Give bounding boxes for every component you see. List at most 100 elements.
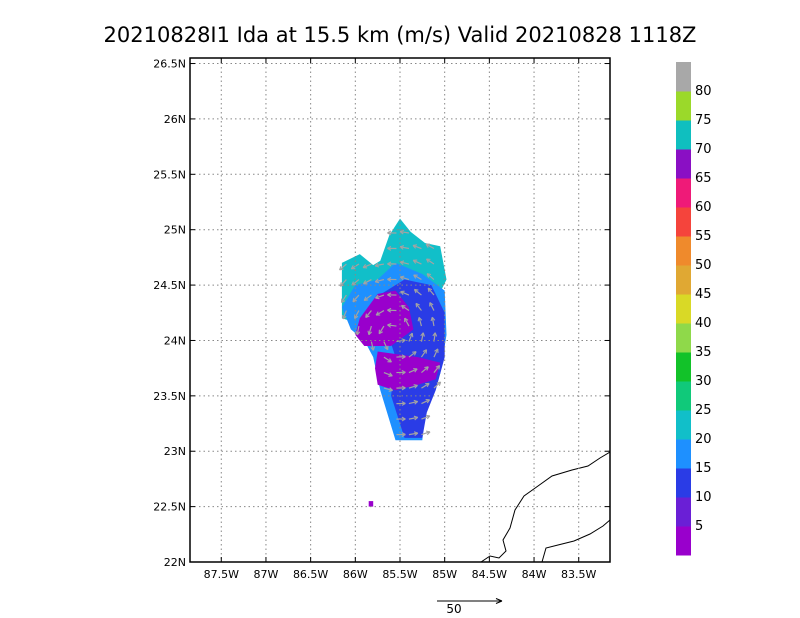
coastline	[480, 451, 610, 562]
colorbar-swatch	[676, 439, 691, 469]
wind-vector	[375, 294, 385, 299]
wind-vector	[363, 279, 372, 285]
wind-vector	[418, 317, 423, 327]
y-tick-label: 24N	[164, 334, 186, 347]
x-tick-label: 85.5W	[382, 568, 417, 581]
wind-vector-head	[425, 414, 431, 420]
wind-vector-head	[435, 365, 441, 370]
wind-vector	[415, 303, 422, 311]
wind-vector-head	[339, 265, 344, 271]
wind-vector-head	[399, 275, 405, 281]
wind-vector-head	[424, 366, 429, 371]
wind-vector-head	[404, 317, 409, 323]
wind-vector	[427, 287, 435, 296]
wind-vector	[404, 317, 410, 327]
wind-vector-head	[425, 398, 431, 404]
wind-vector	[399, 230, 410, 234]
wind-vector-head	[413, 384, 418, 389]
wind-vector	[413, 259, 422, 265]
colorbar-label: 15	[695, 461, 712, 476]
wind-vector-head	[425, 430, 431, 436]
wind-vector	[362, 263, 372, 269]
wind-vector-head	[413, 368, 418, 373]
coastline	[541, 519, 610, 562]
y-tick-label: 22.5N	[153, 501, 186, 514]
wind-vector-head	[430, 316, 436, 322]
wind-vector	[426, 258, 435, 265]
wind-vectors	[339, 229, 442, 437]
wind-vector-head	[412, 244, 418, 249]
colorbar-label: 60	[695, 200, 712, 215]
colorbar-swatch	[676, 207, 691, 237]
wind-vector	[421, 382, 430, 389]
reference-vector-label: 50	[446, 602, 461, 616]
wind-vector-head	[354, 314, 359, 319]
colorbar-label: 65	[695, 171, 712, 186]
y-tick-label: 24.5N	[153, 279, 186, 292]
wind-vector	[383, 341, 389, 350]
wind-vector-head	[388, 372, 393, 377]
wind-vector	[370, 341, 374, 351]
colorbar-label: 5	[695, 519, 703, 534]
wind-vector	[400, 276, 410, 281]
wind-vector-head	[420, 332, 425, 337]
wind-vector	[356, 325, 360, 336]
axes: 87.5W 87W 86.5W 86W 85.5W 85W 84.5W 84W 83.5W 22N…	[153, 57, 611, 581]
wind-vector-head	[374, 262, 380, 268]
wind-vector-head	[422, 349, 428, 354]
wind-vector-head	[374, 278, 380, 284]
wind-vector-head	[417, 317, 423, 322]
wind-vector	[365, 310, 372, 318]
wind-vector-head	[387, 307, 392, 313]
y-tick-label: 25.5N	[153, 168, 186, 181]
wind-vector-head	[412, 351, 417, 356]
wind-vector	[375, 278, 385, 283]
colorbar-swatch	[676, 91, 691, 121]
wind-vector-head	[401, 416, 406, 422]
wind-vector-head	[355, 330, 361, 336]
wind-vector-head	[427, 287, 433, 293]
wind-vector	[420, 332, 424, 342]
y-tick-label: 26.5N	[153, 58, 186, 71]
wind-vector-head	[401, 338, 406, 343]
colorbar-swatch	[676, 410, 691, 440]
wind-vector-head	[363, 280, 368, 285]
wind-vector	[383, 387, 393, 392]
wind-vector	[408, 332, 413, 342]
wind-vector-head	[408, 332, 414, 338]
x-tick-label: 85W	[432, 568, 457, 581]
wind-vector	[420, 349, 428, 358]
wind-vector	[400, 291, 410, 296]
x-tick-label: 87.5W	[204, 568, 239, 581]
colorbar-swatch	[676, 323, 691, 353]
wind-vector-head	[399, 229, 405, 235]
wind-vector	[342, 310, 347, 320]
wind-vector-head	[340, 298, 346, 304]
reference-arrow-head	[495, 598, 503, 604]
wind-vector	[408, 368, 418, 374]
wind-vector	[340, 294, 347, 303]
wind-vector-head	[370, 346, 375, 351]
reference-vector: 50	[437, 598, 503, 616]
wind-vector-head	[413, 415, 419, 421]
wind-vector	[431, 317, 435, 327]
plot-frame	[189, 57, 611, 563]
colorbar-swatch	[676, 149, 691, 179]
wind-vector-head	[384, 345, 389, 351]
y-tick-label: 25N	[164, 224, 186, 237]
wind-vector	[363, 294, 372, 301]
wind-vector-head	[367, 330, 373, 336]
wind-vector-head	[378, 329, 383, 335]
wind-vector-head	[432, 332, 438, 337]
x-tick-label: 86W	[343, 568, 368, 581]
wind-vector	[375, 310, 385, 316]
colorbar-label: 75	[695, 113, 712, 128]
colorbar-label: 45	[695, 287, 712, 302]
wind-vector-head	[413, 399, 419, 405]
colorbar-label: 35	[695, 345, 712, 360]
wind-vector-head	[415, 302, 420, 308]
y-tick-label: 23N	[164, 445, 186, 458]
wind-vector-head	[401, 354, 406, 360]
wind-vector	[339, 279, 347, 287]
